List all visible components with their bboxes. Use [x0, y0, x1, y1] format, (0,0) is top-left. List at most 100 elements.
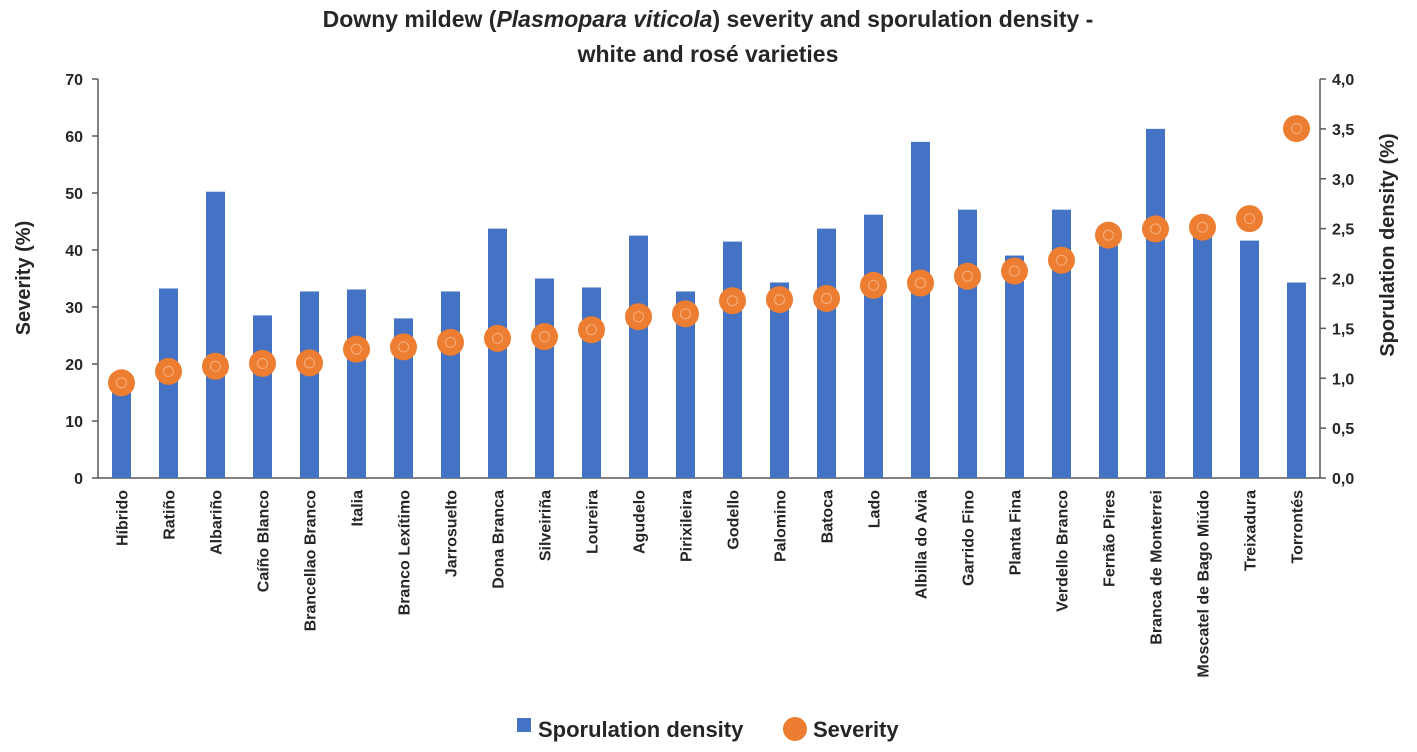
title-italic: Plasmopara viticola	[496, 6, 712, 32]
bar-sporulation	[770, 282, 789, 478]
point-severity-inner	[633, 311, 644, 323]
x-category-label: Jarrosuelto	[444, 490, 461, 577]
x-category-label: Branca de Monterrei	[1149, 490, 1166, 645]
point-severity-inner	[915, 277, 926, 289]
point-severity	[766, 286, 793, 314]
y-left-tick-label: 20	[65, 357, 83, 374]
x-category-label: Moscatel de Bago Miúdo	[1196, 490, 1213, 678]
point-severity	[484, 324, 511, 352]
y-left-tick-label: 50	[65, 186, 83, 203]
point-severity	[202, 352, 229, 380]
point-severity	[860, 271, 887, 299]
legend-bar-swatch	[517, 718, 531, 732]
point-severity	[343, 335, 370, 363]
legend-label-sporulation: Sporulation density	[538, 717, 744, 742]
bar-sporulation	[1146, 128, 1165, 478]
y-right-tick-label: 3,0	[1332, 172, 1354, 189]
point-severity-inner	[1009, 265, 1020, 277]
bar-sporulation	[535, 278, 554, 478]
bar-sporulation	[817, 228, 836, 478]
y-left-axis-title: Severity (%)	[13, 221, 35, 336]
bar-sporulation	[723, 241, 742, 478]
y-right-tick-label: 2,5	[1332, 222, 1354, 239]
y-left-tick-label: 70	[65, 72, 83, 89]
point-severity	[1095, 221, 1122, 249]
point-severity	[249, 349, 276, 377]
bar-sporulation	[629, 235, 648, 478]
y-left-tick-label: 10	[65, 414, 83, 431]
y-left-tick-label: 30	[65, 300, 83, 317]
y-left-tick-label: 60	[65, 129, 83, 146]
point-severity-inner	[539, 331, 550, 343]
x-category-label: Caíño Blanco	[256, 490, 273, 592]
x-category-label: Godello	[726, 490, 743, 550]
point-severity-inner	[1150, 223, 1161, 235]
point-severity-inner	[1291, 123, 1302, 135]
point-severity	[296, 349, 323, 377]
point-severity-inner	[210, 360, 221, 372]
x-category-label: Híbrido	[115, 490, 132, 546]
bar-sporulation	[958, 209, 977, 479]
point-severity	[907, 269, 934, 297]
x-category-label: Albilla do Avia	[914, 490, 931, 599]
bar-sporulation	[1287, 282, 1306, 478]
bar-sporulation	[441, 291, 460, 478]
point-severity-inner	[257, 357, 268, 369]
point-severity	[155, 357, 182, 385]
point-severity-inner	[727, 295, 738, 307]
bar-sporulation	[1240, 240, 1259, 478]
y-right-tick-label: 0,0	[1332, 471, 1354, 488]
plot-area: 0 10 20 30 40 50 60 70 0,0 0,5 1,0 1,5 2,0 2,5 3,0 3,5 4…	[65, 72, 1354, 678]
point-severity	[578, 316, 605, 344]
x-category-label: Silveiriña	[538, 490, 555, 561]
chart-title-line2: white and rosé varieties	[577, 41, 839, 67]
point-severity	[672, 300, 699, 328]
title-part1: Downy mildew (	[323, 6, 497, 32]
y-right-tick-label: 4,0	[1332, 72, 1354, 89]
point-severity-inner	[586, 324, 597, 336]
bar-sporulation	[1005, 255, 1024, 478]
bar-sporulation	[582, 287, 601, 478]
point-severity	[1048, 246, 1075, 274]
x-category-label: Ratiño	[162, 490, 179, 540]
bar-sporulation	[347, 289, 366, 478]
point-severity-inner	[774, 294, 785, 306]
point-severity-inner	[1244, 213, 1255, 225]
point-severity-inner	[351, 343, 362, 355]
point-severity	[390, 333, 417, 361]
point-severity	[1142, 215, 1169, 243]
x-category-label: Lado	[867, 490, 884, 528]
bar-sporulation	[676, 291, 695, 478]
point-severity-inner	[398, 341, 409, 353]
legend: Sporulation density Severity	[517, 717, 899, 742]
y-right-tick-label: 3,5	[1332, 122, 1354, 139]
x-category-label: Fernão Pires	[1102, 490, 1119, 587]
point-severity	[954, 262, 981, 290]
x-category-label: Loureira	[585, 490, 602, 554]
y-left-tick-label: 40	[65, 243, 83, 260]
bar-sporulation	[112, 379, 131, 478]
y-left-tick-label: 0	[74, 471, 83, 488]
x-category-label: Verdello Branco	[1055, 490, 1072, 612]
point-severity	[108, 369, 135, 397]
bar-sporulation	[206, 191, 225, 478]
point-severity-inner	[1197, 221, 1208, 233]
point-severity-inner	[445, 336, 456, 348]
point-severity-inner	[1103, 229, 1114, 241]
point-severity	[1283, 115, 1310, 143]
point-severity-inner	[492, 332, 503, 344]
x-category-label: Planta Fina	[1008, 490, 1025, 575]
x-category-label: Garrido Fino	[961, 490, 978, 586]
y-right-tick-label: 1,5	[1332, 321, 1354, 338]
point-severity-inner	[868, 279, 879, 291]
x-category-label: Brancellao Branco	[303, 490, 320, 632]
point-severity-inner	[116, 377, 127, 389]
point-severity	[719, 287, 746, 315]
x-category-label: Albariño	[209, 490, 226, 555]
x-category-label: Treixadura	[1243, 490, 1260, 571]
y-right-tick-label: 0,5	[1332, 421, 1354, 438]
legend-dot-swatch	[783, 717, 807, 741]
point-severity	[813, 284, 840, 312]
